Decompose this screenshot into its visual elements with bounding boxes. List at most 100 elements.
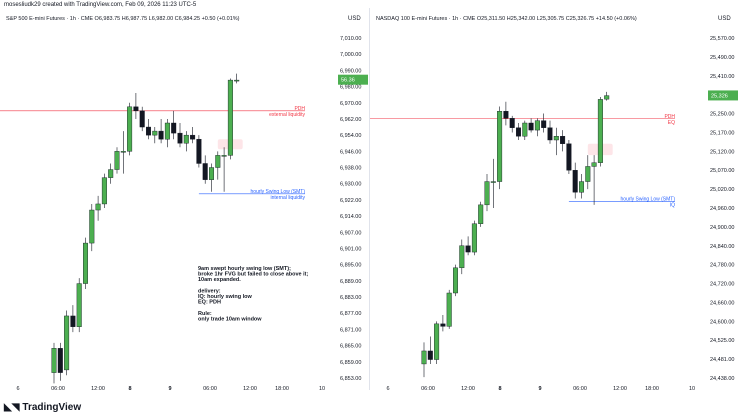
y-tick-label: 6,922.00 <box>340 198 361 204</box>
candle-down <box>503 110 509 119</box>
candle-up <box>497 110 503 182</box>
nasdaq-chart-panel[interactable]: NASDAQ 100 E-mini Futures · 1h · CME O25… <box>370 8 740 390</box>
x-tick-label: 12:00 <box>461 386 475 390</box>
footer-brand-label: TradingView <box>22 402 82 413</box>
candle-up <box>183 134 189 144</box>
x-tick-label: 8 <box>498 386 501 390</box>
x-tick-label: 10 <box>689 386 695 390</box>
y-tick-label: 6,980.00 <box>340 85 361 91</box>
x-tick-label: 06:00 <box>51 386 65 390</box>
y-tick-label: 6,871.00 <box>340 327 361 333</box>
x-tick-label: 9 <box>168 386 171 390</box>
candle-down <box>57 348 63 373</box>
candle-up <box>227 79 233 156</box>
candle-up <box>215 155 221 168</box>
y-tick-label: 25,170.00 <box>710 130 734 136</box>
y-tick-label: 25,070.00 <box>710 168 734 174</box>
candle-up <box>76 283 82 327</box>
x-tick-label: 6 <box>16 386 19 390</box>
y-tick-label: 6,853.00 <box>340 376 361 382</box>
candle-down <box>171 122 177 134</box>
annotation-line: 10am expanded. <box>198 277 241 283</box>
y-tick-label: 6,930.00 <box>340 182 361 188</box>
candle-up <box>591 162 597 167</box>
price-badge-label: 25,326 <box>711 93 728 99</box>
candle-up <box>553 136 559 141</box>
candle-up <box>490 181 496 183</box>
y-tick-label: 25,250.00 <box>710 112 734 118</box>
footer-brand[interactable]: ◣◥ TradingView <box>4 402 81 413</box>
currency-label: USD <box>718 16 731 22</box>
annotation-line: broke 1hr FVG but failed to close above … <box>198 272 308 278</box>
candle-down <box>202 163 208 180</box>
candle-down <box>572 170 578 193</box>
candle-up <box>434 323 440 360</box>
candle-up <box>471 223 477 253</box>
candle-up <box>421 350 427 365</box>
candle-up <box>478 204 484 224</box>
candle-up <box>101 177 107 205</box>
candle-up <box>114 151 120 170</box>
pdh-label: PDH <box>664 114 675 120</box>
annotation-line: EQ: PDH <box>198 300 221 306</box>
y-tick-label: 24,840.00 <box>710 244 734 250</box>
y-tick-label: 24,780.00 <box>710 263 734 269</box>
pdh-sublabel: EQ <box>668 120 675 126</box>
candle-down <box>560 136 566 144</box>
y-tick-label: 24,960.00 <box>710 206 734 212</box>
candle-up <box>108 169 114 178</box>
candle-up <box>604 95 610 100</box>
y-tick-label: 24,481.00 <box>710 357 734 363</box>
y-tick-label: 6,954.00 <box>340 133 361 139</box>
sp500-chart-svg[interactable]: S&P 500 E-mini Futures · 1h · CME O6,983… <box>0 8 370 390</box>
candle-down <box>158 130 164 140</box>
x-tick-label: 12:00 <box>613 386 627 390</box>
candle-down <box>177 132 183 144</box>
candle-down <box>145 126 151 136</box>
y-tick-label: 24,600.00 <box>710 319 734 325</box>
nasdaq-chart-svg[interactable]: NASDAQ 100 E-mini Futures · 1h · CME O25… <box>370 8 740 390</box>
y-tick-label: 6,990.00 <box>340 68 361 74</box>
annotation-line: 9am swept hourly swing low (SMT); <box>198 266 291 272</box>
x-tick-label: 18:00 <box>275 386 289 390</box>
candle-up <box>452 267 458 294</box>
swing-low-label: hourly Swing Low (SMT) <box>621 197 676 203</box>
y-tick-label: 6,865.00 <box>340 344 361 350</box>
candle-up <box>95 203 101 211</box>
candle-down <box>133 106 139 112</box>
candle-down <box>196 138 202 164</box>
x-tick-label: 06:00 <box>421 386 435 390</box>
sp500-chart-panel[interactable]: S&P 500 E-mini Futures · 1h · CME O6,983… <box>0 8 370 390</box>
x-tick-label: 06:00 <box>573 386 587 390</box>
creator-line: mosesliudk29 created with TradingView.co… <box>4 2 197 8</box>
candle-down <box>547 127 553 141</box>
candle-down <box>528 122 534 131</box>
tradingview-logo-icon: ◣◥ <box>4 402 20 413</box>
y-tick-label: 24,900.00 <box>710 225 734 231</box>
y-tick-label: 25,570.00 <box>710 36 734 42</box>
y-tick-label: 6,938.00 <box>340 166 361 172</box>
candle-up <box>152 130 158 136</box>
y-tick-label: 25,120.00 <box>710 149 734 155</box>
candle-down <box>566 143 572 171</box>
annotation-line: Rule: <box>198 311 212 317</box>
candle-up <box>120 151 126 153</box>
y-tick-label: 25,020.00 <box>710 187 734 193</box>
price-badge <box>708 90 738 101</box>
currency-label: USD <box>348 16 361 22</box>
candle-down <box>70 315 76 327</box>
candle-down <box>509 118 515 128</box>
pdh-sublabel: external liquidity <box>269 112 305 118</box>
panel-divider <box>369 8 370 390</box>
price-badge <box>338 74 368 85</box>
x-tick-label: 10 <box>319 386 325 390</box>
swing-low-label: hourly Swing Low (SMT) <box>251 189 306 195</box>
candle-up <box>82 242 88 284</box>
y-tick-label: 24,525.00 <box>710 338 734 344</box>
y-tick-label: 24,720.00 <box>710 282 734 288</box>
x-tick-label: 06:00 <box>203 386 217 390</box>
y-tick-label: 6,962.00 <box>340 117 361 123</box>
candle-up <box>234 79 240 82</box>
candle-down <box>190 134 196 140</box>
candle-down <box>541 120 547 128</box>
